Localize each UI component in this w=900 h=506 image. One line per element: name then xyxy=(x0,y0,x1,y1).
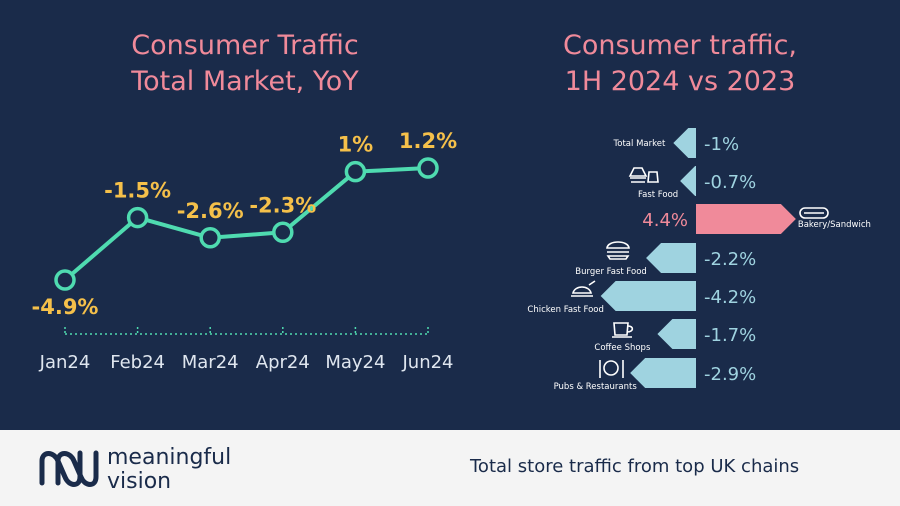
brand-line2: vision xyxy=(107,469,172,494)
line-chart: -4.9% -1.5%-2.6% -2.3% 1% 1.2% Jan24 Feb24 Mar2… xyxy=(32,129,458,373)
value-label-mar24: -2.6% xyxy=(177,199,244,223)
bar-chart-title: Consumer traffic, 1H 2024 vs 2023 xyxy=(500,28,860,100)
bar-category-label: Fast Food xyxy=(638,190,678,200)
bar-coffee-shops xyxy=(657,319,696,349)
x-tick-label: Feb24 xyxy=(110,352,165,373)
data-point-mar24 xyxy=(199,227,221,249)
x-tick-label: Apr24 xyxy=(256,352,310,373)
bar-total-market xyxy=(673,128,696,158)
data-point-feb24 xyxy=(126,206,149,229)
bar-category-label: Burger Fast Food xyxy=(575,267,647,277)
charts-svg: -4.9% -1.5%-2.6% -2.3% 1% 1.2% Jan24 Feb24 Mar2… xyxy=(32,128,871,392)
meaningful-vision-logo-icon xyxy=(39,450,99,487)
sandwich-icon xyxy=(799,207,829,219)
bar-chart: -1% Total Market -0.7% Fast Food 4.4% Bakery/… xyxy=(527,128,871,392)
bar-category-label: Pubs & Restaurants xyxy=(554,382,638,392)
value-label-may24: 1% xyxy=(338,133,374,157)
coffee-icon xyxy=(612,322,634,338)
cutlery-icon xyxy=(599,360,624,378)
x-tick-label: Jan24 xyxy=(39,352,91,373)
bar-fast-food xyxy=(680,166,696,196)
value-label-feb24: -1.5% xyxy=(104,179,171,203)
x-tick-label: Mar24 xyxy=(182,352,239,373)
bar-pubs-restaurants xyxy=(630,358,696,388)
bar-category-label: Chicken Fast Food xyxy=(527,305,603,315)
line-chart-title-line1: Consumer Traffic xyxy=(131,30,359,61)
data-point-apr24 xyxy=(272,221,294,244)
value-label-apr24: -2.3% xyxy=(249,193,316,217)
brand-name: meaningful vision xyxy=(107,446,231,494)
bar-value-label: -4.2% xyxy=(704,287,756,308)
chicken-icon xyxy=(571,280,596,297)
brand-line1: meaningful xyxy=(107,445,232,470)
bar-value-label: -0.7% xyxy=(704,172,756,193)
x-tick-label: Jun24 xyxy=(401,352,453,373)
burger-icon xyxy=(606,241,630,260)
bar-category-label: Total Market xyxy=(613,139,666,149)
line-chart-title-line2: Total Market, YoY xyxy=(131,66,359,97)
bar-bakery-sandwich xyxy=(696,204,796,234)
bar-chart-title-line2: 1H 2024 vs 2023 xyxy=(564,66,796,97)
fast-food-icon xyxy=(628,167,659,183)
x-tick-label: May24 xyxy=(325,352,385,373)
line-chart-title: Consumer Traffic Total Market, YoY xyxy=(60,28,430,100)
footer-tagline: Total store traffic from top UK chains xyxy=(470,456,800,477)
bar-value-label: -1% xyxy=(704,134,739,155)
bar-value-label: -2.2% xyxy=(704,249,756,270)
bar-chart-title-line1: Consumer traffic, xyxy=(562,30,798,61)
data-point-jan24 xyxy=(54,269,76,291)
traffic-line xyxy=(63,166,429,282)
footer xyxy=(0,430,900,506)
value-label-jun24: 1.2% xyxy=(399,129,457,153)
bar-value-label: -2.9% xyxy=(704,364,756,385)
bar-value-label: -1.7% xyxy=(704,325,756,346)
value-label-jan24: -4.9% xyxy=(32,295,99,319)
data-point-jun24 xyxy=(417,157,439,179)
bar-value-label: 4.4% xyxy=(642,210,688,231)
bar-category-label: Bakery/Sandwich xyxy=(798,220,871,230)
bar-chicken-fast-food xyxy=(600,281,696,311)
bar-burger-fast-food xyxy=(646,243,696,273)
bar-category-label: Coffee Shops xyxy=(594,343,651,353)
data-point-may24 xyxy=(344,160,367,183)
